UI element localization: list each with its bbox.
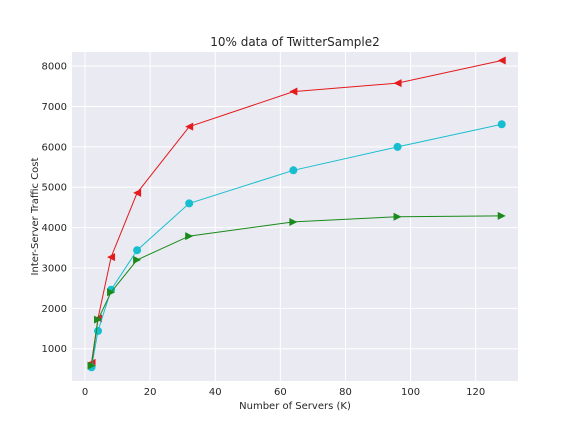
series-3-point [393, 212, 402, 221]
series-3-point [107, 288, 116, 297]
series-3-point [185, 232, 194, 241]
chart-title: 10% data of TwitterSample2 [210, 35, 380, 49]
series-3-line [91, 215, 502, 366]
y-tick-label: 3000 [42, 263, 67, 274]
series-3-point [289, 217, 298, 226]
y-tick-label: 2000 [42, 304, 67, 315]
series-1-point [133, 188, 142, 197]
y-tick-label: 5000 [42, 183, 67, 194]
series-2-line [91, 123, 502, 368]
series-1-point [393, 79, 402, 88]
series-1-point [185, 122, 194, 131]
x-tick-label: 100 [401, 387, 420, 398]
grid [72, 52, 518, 381]
series-3-point [497, 211, 506, 220]
y-tick-label: 8000 [42, 62, 67, 73]
series-3-point [133, 255, 142, 264]
y-tick-label: 6000 [42, 142, 67, 153]
x-tick-label: 80 [339, 387, 352, 398]
x-tick-label: 60 [274, 387, 287, 398]
series-2-point [289, 166, 298, 175]
series-2-point [497, 120, 506, 129]
x-tick-label: 120 [466, 387, 485, 398]
series-1-point [289, 87, 298, 96]
x-tick-label: 20 [144, 387, 157, 398]
x-axis-label: Number of Servers (K) [239, 401, 351, 412]
x-tick-label: 0 [82, 387, 88, 398]
series-2-point [185, 199, 194, 208]
series-2-point [94, 326, 103, 335]
series-1-line [91, 60, 502, 363]
series-3-point [94, 315, 103, 324]
tick-labels: 0 20 40 60 80 100 120 1000 2000 3000 4000 5000 6000 7… [42, 62, 486, 398]
series-2-point [393, 142, 402, 151]
y-axis-label: Inter-Server Traffic Cost [30, 157, 41, 275]
series-3-point [87, 361, 96, 370]
x-tick-label: 40 [209, 387, 222, 398]
series-2-point [133, 246, 142, 255]
y-tick-label: 7000 [42, 102, 67, 113]
y-tick-label: 1000 [42, 344, 67, 355]
series-1-point [107, 253, 116, 262]
y-tick-label: 4000 [42, 223, 67, 234]
series-layer [87, 56, 506, 372]
series-3 [87, 211, 506, 370]
series-1-point [497, 56, 506, 65]
